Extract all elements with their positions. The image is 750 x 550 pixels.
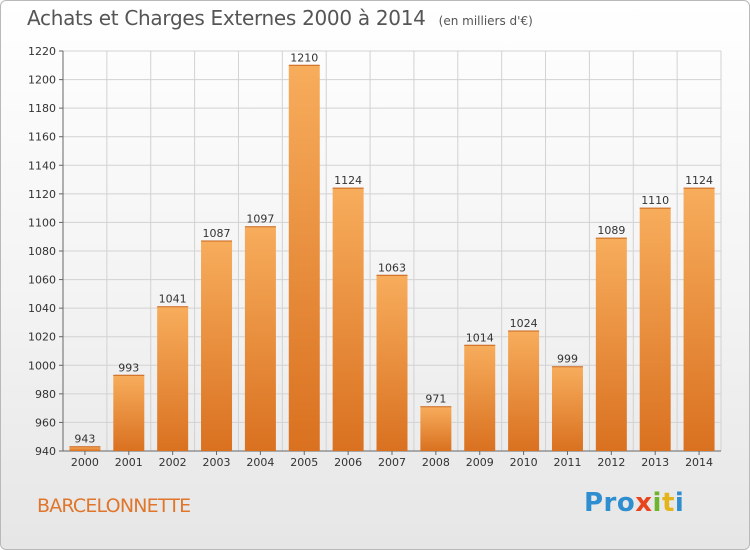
data-label: 1024 — [510, 317, 538, 330]
y-tick-label: 960 — [35, 416, 56, 429]
x-tick-label: 2013 — [641, 456, 669, 469]
y-tick-label: 1040 — [28, 302, 56, 315]
bar — [420, 406, 452, 451]
x-tick-label: 2007 — [378, 456, 406, 469]
data-label: 1089 — [597, 224, 625, 237]
bar — [683, 188, 715, 451]
x-tick-label: 2011 — [553, 456, 581, 469]
y-tick-label: 1020 — [28, 331, 56, 344]
chart-title-main: Achats et Charges Externes 2000 à 2014 — [27, 6, 426, 30]
x-tick-label: 2001 — [115, 456, 143, 469]
x-tick-label: 2004 — [246, 456, 274, 469]
x-tick-label: 2002 — [159, 456, 187, 469]
y-tick-label: 1140 — [28, 159, 56, 172]
logo-part: i — [674, 488, 685, 518]
logo-part: i — [652, 488, 662, 518]
data-label: 971 — [425, 393, 446, 406]
bar — [464, 345, 496, 451]
data-label: 1124 — [334, 174, 362, 187]
y-tick-label: 1220 — [28, 45, 56, 58]
proxiti-logo[interactable]: Proxiti — [584, 488, 684, 518]
bar — [157, 306, 189, 451]
logo-part: x — [635, 488, 653, 518]
bars — [69, 64, 715, 452]
data-label: 1097 — [246, 213, 274, 226]
x-tick-label: 2000 — [71, 456, 99, 469]
bar — [69, 446, 101, 451]
data-label: 1110 — [641, 194, 669, 207]
x-tick-label: 2010 — [510, 456, 538, 469]
y-tick-label: 1160 — [28, 131, 56, 144]
y-tick-label: 1100 — [28, 216, 56, 229]
data-label: 1124 — [685, 174, 713, 187]
x-tick-label: 2005 — [290, 456, 318, 469]
x-tick-label: 2003 — [203, 456, 231, 469]
data-label: 943 — [74, 433, 95, 446]
y-tick-label: 980 — [35, 388, 56, 401]
x-tick-label: 2012 — [597, 456, 625, 469]
data-label: 1014 — [466, 331, 494, 344]
bar — [288, 65, 320, 452]
city-name: BARCELONNETTE — [37, 495, 191, 517]
y-tick-label: 1200 — [28, 74, 56, 87]
x-tick-label: 2014 — [685, 456, 713, 469]
bar — [201, 241, 233, 451]
bar — [332, 188, 364, 451]
bar — [113, 375, 145, 451]
y-tick-label: 1060 — [28, 274, 56, 287]
bar — [244, 226, 276, 451]
data-label: 1063 — [378, 261, 406, 274]
bar — [595, 238, 627, 451]
data-label: 1087 — [203, 227, 231, 240]
x-tick-label: 2008 — [422, 456, 450, 469]
y-tick-label: 1120 — [28, 188, 56, 201]
bar — [551, 366, 583, 451]
data-label: 1210 — [290, 51, 318, 64]
chart-unit-label: (en milliers d'€) — [438, 14, 533, 28]
chart-title: Achats et Charges Externes 2000 à 2014 (… — [27, 6, 533, 30]
bar — [376, 275, 408, 451]
x-tick-label: 2006 — [334, 456, 362, 469]
x-tick-label: 2009 — [466, 456, 494, 469]
y-tick-label: 1000 — [28, 359, 56, 372]
data-label: 999 — [557, 353, 578, 366]
bar — [639, 208, 671, 451]
data-label: 993 — [118, 361, 139, 374]
bar — [508, 331, 540, 451]
logo-part: Pro — [584, 488, 636, 518]
y-tick-label: 940 — [35, 445, 56, 458]
data-label: 1041 — [159, 293, 187, 306]
y-tick-label: 1180 — [28, 102, 56, 115]
labels: 943 2000 993 2001 1041 2002 1087 2003 1097 2004 12… — [71, 51, 713, 469]
logo-part: t — [661, 488, 675, 518]
y-tick-label: 1080 — [28, 245, 56, 258]
